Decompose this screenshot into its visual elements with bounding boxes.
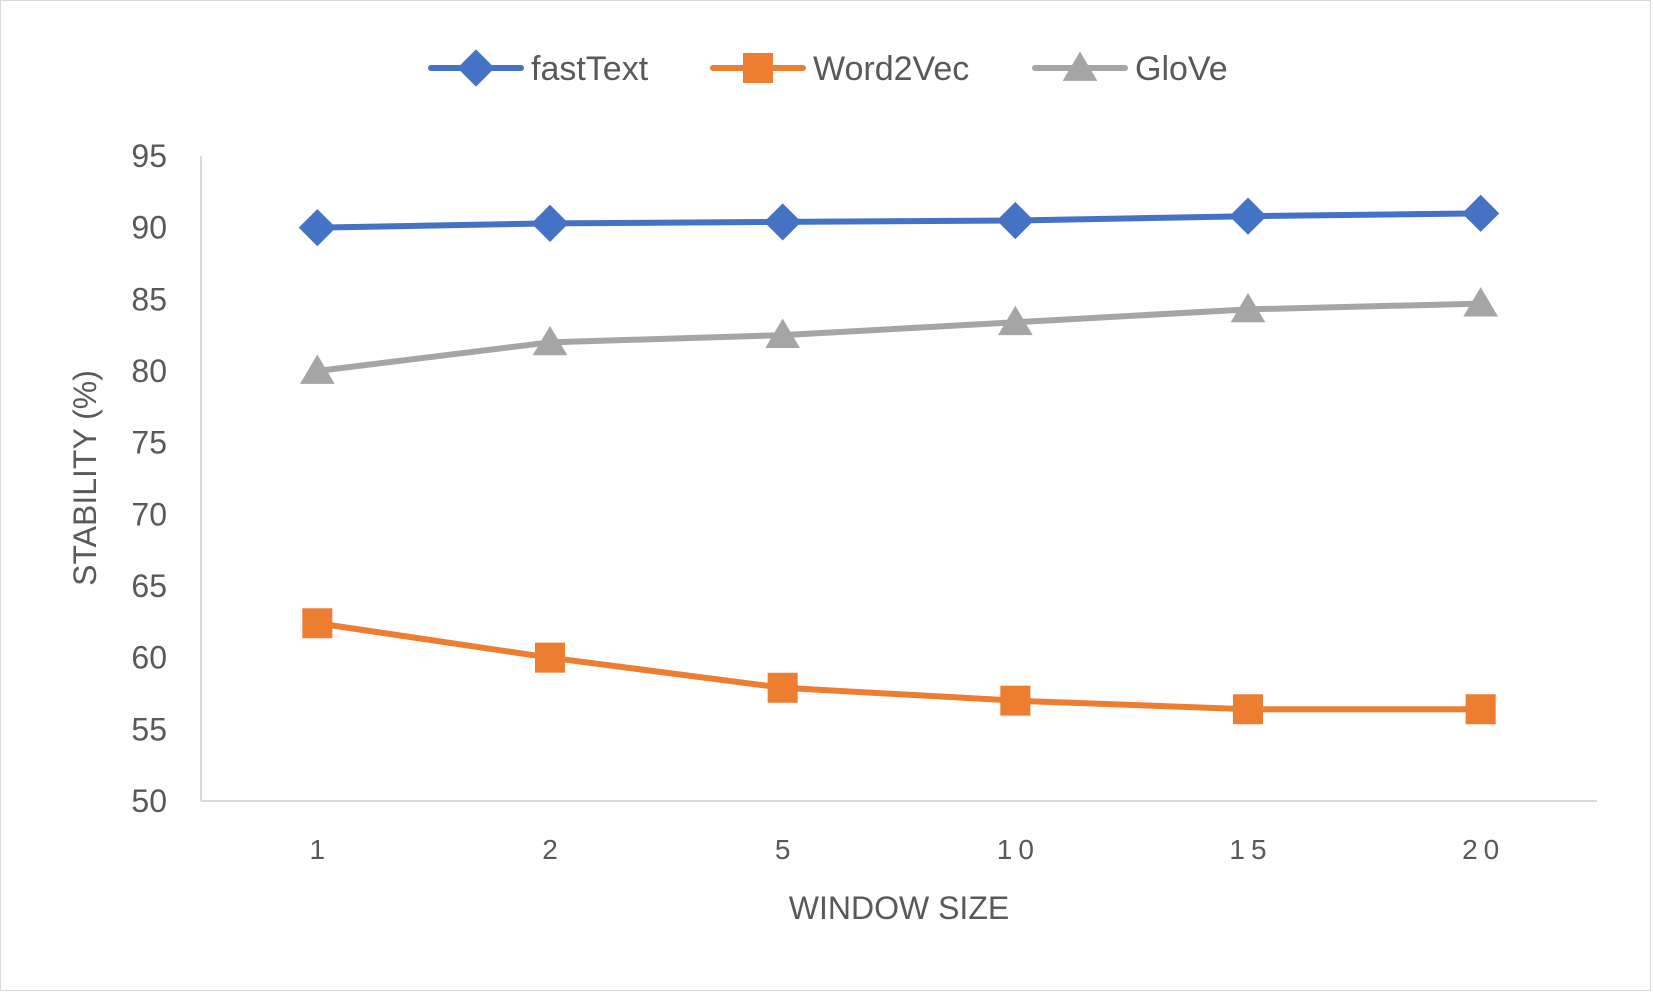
x-tick-label: 20 [1462, 834, 1505, 865]
data-point-glove [998, 305, 1033, 336]
data-point-fasttext [531, 204, 569, 242]
series-lines [314, 210, 1484, 713]
y-tick-label: 50 [131, 783, 167, 819]
y-tick-label: 55 [131, 711, 167, 747]
data-point-fasttext [764, 203, 802, 241]
series-line-glove [314, 300, 1484, 374]
x-ticks: 1 2 5 10 15 20 [310, 834, 1505, 865]
legend-item-word2vec: Word2Vec [710, 50, 969, 88]
y-ticks: 50 55 60 65 70 75 80 85 90 95 [131, 138, 167, 819]
y-tick-label: 65 [131, 568, 167, 604]
legend-item-fasttext: fastText [428, 49, 649, 88]
y-tick-label: 60 [131, 640, 167, 676]
data-point-word2vec [767, 672, 798, 703]
legend-item-glove: GloVe [1032, 50, 1228, 88]
x-tick-label: 5 [775, 834, 797, 865]
series-markers [298, 194, 1500, 725]
data-point-fasttext [1462, 194, 1500, 232]
data-point-word2vec [1465, 694, 1496, 725]
y-axis-title: STABILITY (%) [67, 370, 103, 586]
data-point-glove [532, 325, 568, 356]
legend-marker-square [743, 53, 773, 83]
data-point-fasttext [996, 201, 1034, 240]
legend-marker-triangle [1062, 51, 1098, 81]
y-tick-label: 75 [131, 425, 167, 461]
x-tick-label: 2 [542, 834, 564, 865]
data-point-glove [1230, 292, 1266, 323]
legend-label: fastText [531, 50, 649, 88]
data-point-fasttext [1229, 197, 1267, 235]
data-point-fasttext [298, 209, 336, 247]
data-point-word2vec [302, 608, 333, 639]
y-tick-label: 70 [131, 496, 167, 532]
y-tick-label: 85 [131, 281, 167, 317]
legend: fastText Word2Vec GloVe [428, 49, 1228, 88]
x-tick-label: 15 [1229, 834, 1272, 865]
y-tick-label: 90 [131, 210, 167, 246]
legend-marker-diamond [457, 49, 495, 87]
series-line-fasttext [314, 210, 1484, 231]
axes [200, 156, 1597, 802]
data-point-word2vec [1233, 694, 1263, 725]
x-tick-label: 10 [997, 834, 1040, 865]
data-point-word2vec [1000, 685, 1031, 716]
data-point-glove [1463, 287, 1498, 317]
x-tick-label: 1 [310, 834, 332, 865]
data-point-glove [765, 318, 800, 349]
y-tick-label: 80 [131, 353, 167, 389]
legend-label: Word2Vec [813, 50, 969, 88]
series-line-word2vec [314, 620, 1484, 713]
legend-label: GloVe [1135, 50, 1228, 88]
x-axis-title: WINDOW SIZE [789, 890, 1009, 926]
data-point-glove [300, 354, 335, 384]
y-tick-label: 95 [131, 138, 167, 174]
data-point-word2vec [535, 642, 565, 673]
